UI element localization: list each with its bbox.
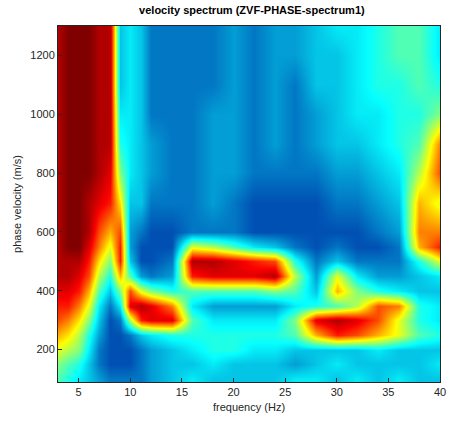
svg-text:1200: 1200 — [30, 49, 54, 61]
svg-text:20: 20 — [227, 386, 239, 398]
svg-text:400: 400 — [36, 285, 54, 297]
svg-text:velocity spectrum (ZVF-PHASE-s: velocity spectrum (ZVF-PHASE-spectrum1) — [139, 4, 365, 16]
svg-text:30: 30 — [331, 386, 343, 398]
svg-text:200: 200 — [36, 343, 54, 355]
svg-text:5: 5 — [76, 386, 82, 398]
svg-text:1000: 1000 — [30, 108, 54, 120]
svg-text:600: 600 — [36, 226, 54, 238]
svg-text:phase velocity (m/s): phase velocity (m/s) — [11, 155, 23, 253]
svg-text:10: 10 — [124, 386, 136, 398]
svg-text:frequency (Hz): frequency (Hz) — [213, 401, 285, 413]
svg-text:25: 25 — [279, 386, 291, 398]
svg-text:40: 40 — [434, 386, 446, 398]
svg-text:35: 35 — [382, 386, 394, 398]
svg-text:800: 800 — [36, 167, 54, 179]
svg-text:15: 15 — [176, 386, 188, 398]
